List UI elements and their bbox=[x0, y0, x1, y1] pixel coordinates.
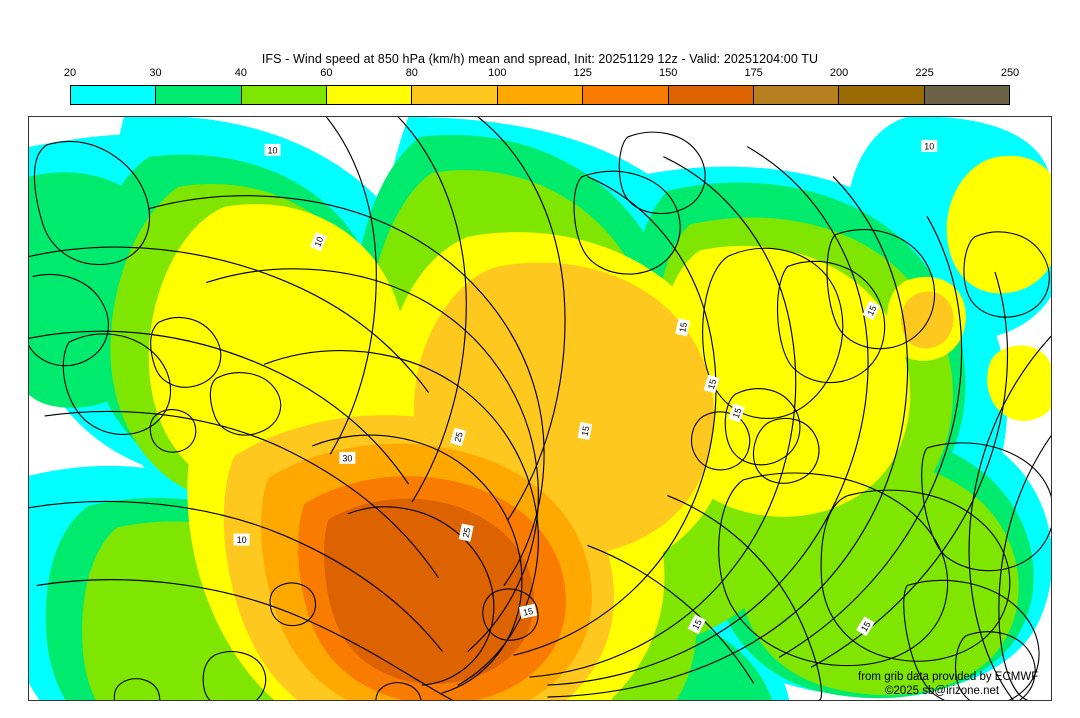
colorbar-tick-30: 30 bbox=[149, 67, 162, 79]
svg-text:10: 10 bbox=[924, 141, 934, 151]
colorbar-band-60-80 bbox=[327, 86, 413, 104]
svg-text:15: 15 bbox=[522, 606, 534, 618]
colorbar-tick-80: 80 bbox=[405, 67, 418, 79]
svg-text:15: 15 bbox=[731, 407, 744, 420]
colorbar-tick-150: 150 bbox=[658, 67, 678, 79]
map-figure: 10 10 10 30 bbox=[29, 117, 1051, 700]
copyright-attribution: ©2025 sb@irizone.net bbox=[885, 685, 1000, 697]
svg-text:30: 30 bbox=[342, 453, 352, 463]
colorbar-tick-250: 250 bbox=[1000, 67, 1020, 79]
svg-text:25: 25 bbox=[452, 431, 464, 443]
spread-contours bbox=[29, 117, 1051, 700]
colorbar-tick-60: 60 bbox=[320, 67, 333, 79]
filled-contour-field: 10 10 10 30 bbox=[29, 117, 1051, 700]
colorbar-bands bbox=[70, 85, 1010, 105]
svg-text:15: 15 bbox=[859, 620, 873, 634]
svg-text:15: 15 bbox=[706, 378, 718, 390]
data-source-attribution: from grib data provided by ECMWF bbox=[858, 671, 1039, 683]
colorbar-tick-labels: 20 30 40 60 80 100 125 150 175 200 225 250 bbox=[64, 67, 1019, 83]
svg-text:15: 15 bbox=[580, 425, 592, 437]
colorbar-band-150-175 bbox=[668, 86, 754, 104]
colorbar-band-40-60 bbox=[241, 86, 328, 104]
svg-text:15: 15 bbox=[690, 618, 704, 632]
svg-text:25: 25 bbox=[461, 527, 473, 539]
page-title: IFS - Wind speed at 850 hPa (km/h) mean … bbox=[261, 52, 819, 66]
colorbar-tick-125: 125 bbox=[573, 67, 592, 79]
svg-text:10: 10 bbox=[312, 235, 325, 248]
colorbar-tick-175: 175 bbox=[744, 67, 763, 79]
colorbar-tick-40: 40 bbox=[234, 67, 248, 79]
colorbar-tick-200: 200 bbox=[829, 67, 849, 79]
svg-text:10: 10 bbox=[237, 535, 247, 545]
colorbar-band-80-100 bbox=[412, 86, 498, 104]
colorbar-band-100-125 bbox=[497, 86, 584, 104]
colorbar-tick-225: 225 bbox=[915, 67, 934, 79]
colorbar-band-20-30 bbox=[71, 86, 157, 104]
colorbar-legend: 20 30 40 60 80 100 125 150 175 200 225 250 bbox=[64, 67, 1019, 109]
band-150-175 bbox=[324, 498, 535, 684]
colorbar-band-125-150 bbox=[583, 86, 669, 104]
svg-text:15: 15 bbox=[677, 321, 689, 333]
colorbar-tick-100: 100 bbox=[488, 67, 507, 79]
map-canvas[interactable]: 10 10 10 30 bbox=[28, 116, 1052, 701]
svg-text:15: 15 bbox=[865, 304, 878, 317]
colorbar-band-200-225 bbox=[839, 86, 925, 104]
colorbar-band-175-200 bbox=[753, 86, 840, 104]
contour-labels: 10 10 10 30 bbox=[233, 139, 938, 637]
colorbar-tick-20: 20 bbox=[63, 67, 77, 79]
colorbar-band-225-250 bbox=[924, 86, 1009, 104]
svg-text:10: 10 bbox=[268, 145, 278, 155]
colorbar-band-30-40 bbox=[156, 86, 242, 104]
